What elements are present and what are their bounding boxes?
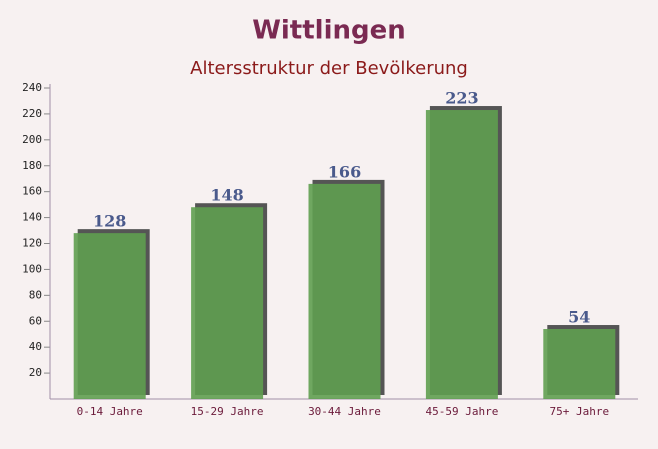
bar [73,233,146,399]
x-tick-label: 45-59 Jahre [425,405,498,418]
x-tick-label: 15-29 Jahre [191,405,264,418]
bar [425,110,498,399]
y-tick-label: 240 [22,81,42,94]
y-tick-label: 120 [22,237,42,250]
value-label: 148 [210,186,243,205]
chart-subtitle: Altersstruktur der Bevölkerung [190,58,468,79]
value-label: 223 [445,89,478,108]
x-tick-label: 0-14 Jahre [77,405,143,418]
x-tick-label: 30-44 Jahre [308,405,381,418]
x-tick-label: 75+ Jahre [549,405,609,418]
value-label: 166 [328,162,361,181]
y-tick-label: 60 [29,314,42,327]
bar [543,329,616,399]
y-tick-label: 80 [29,288,42,301]
y-tick-label: 200 [22,133,42,146]
y-tick-label: 220 [22,107,42,120]
y-tick-label: 20 [29,366,42,379]
y-tick-label: 180 [22,159,42,172]
y-tick-label: 140 [22,211,42,224]
y-tick-label: 160 [22,185,42,198]
bar [308,183,381,399]
y-tick-label: 100 [22,262,42,275]
y-tick-label: 40 [29,340,42,353]
value-label: 128 [93,212,126,231]
chart-title: Wittlingen [252,16,406,46]
bar [191,207,264,399]
value-label: 54 [568,308,590,327]
